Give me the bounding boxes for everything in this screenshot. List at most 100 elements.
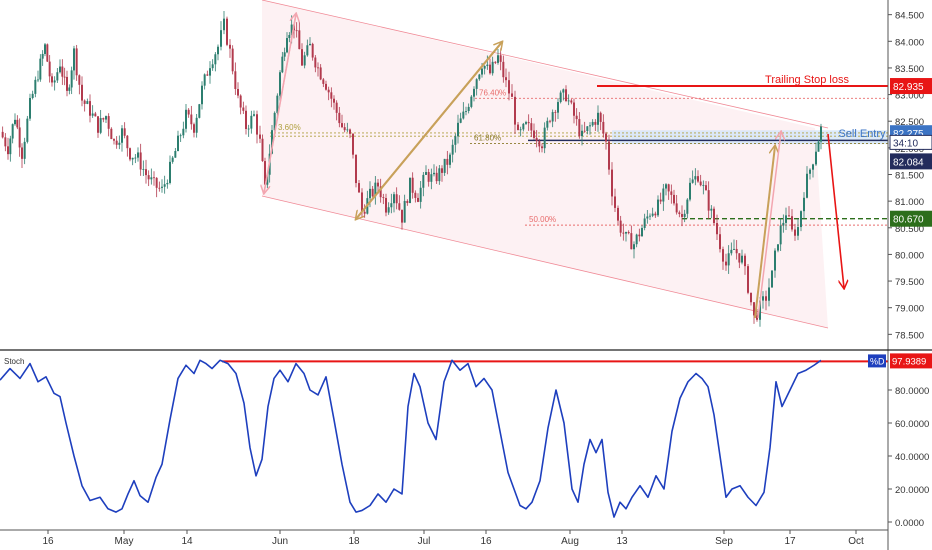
candle-body [435,172,438,182]
countdown-box: 34:10 [889,134,932,150]
candle-body [110,128,113,140]
candle-body [113,139,115,141]
price-label-bg [890,210,932,227]
candle-body [261,138,264,162]
candle-body [283,52,286,57]
candle-body [279,72,281,96]
candle-body [195,117,198,133]
price-axis-tick-label: 84.000 [895,37,924,48]
price-pane[interactable]: 76.40% 3.60% 61.80% 50.00% Trailing Stop los… [1,0,888,329]
candle-body [570,100,573,103]
candle-body [594,121,597,125]
candle-body [306,45,309,56]
candle-body [214,54,217,65]
candle-body [48,61,51,77]
countdown-bg [889,134,932,150]
candle-body [417,197,419,202]
candle-body [41,53,44,59]
candle-body [266,174,269,185]
candle-body [459,118,462,123]
stoch-d-bg [868,354,886,368]
candle-body [190,114,193,125]
candle-body [123,128,126,136]
candle-body [730,249,733,254]
candle-body [61,66,64,77]
stochastic-pane[interactable]: Stoch [0,357,888,518]
candle-body [46,44,49,62]
candle-body [812,164,814,170]
candle-body [406,200,409,204]
candle-body [209,68,211,76]
price-label-bg [890,153,932,170]
candle-body [115,140,118,145]
candle-body [39,58,42,80]
candle-body [678,212,681,215]
stoch-value-box: 97.9389 [890,353,932,369]
candle-body [314,57,317,68]
candle-body [614,196,616,208]
candle-body [409,177,411,204]
fib-level-label: 3.60% [278,123,301,132]
time-axis-tick-label: Oct [848,536,864,547]
candle-body [51,76,53,83]
candle-body [583,130,586,132]
candle-body [554,112,557,113]
candle-body [565,89,567,102]
candle-body [525,122,527,124]
stoch-title: Stoch [4,357,24,366]
candle-body [150,177,153,180]
candle-body [346,129,349,131]
candle-body [361,192,363,212]
candle-body [462,111,465,119]
trailing-stop-label: Trailing Stop loss [765,74,849,86]
candle-body [481,68,483,75]
candle-body [18,127,21,148]
candle-body [619,220,622,233]
candle-body [99,118,102,133]
candle-body [26,118,29,142]
candle-body [777,244,779,251]
candle-body [494,61,497,63]
price-axis-tick-label: 79.500 [895,277,924,288]
fib-level-label: 61.80% [474,134,501,143]
candle-body [608,141,610,170]
candle-body [641,227,643,237]
price-label-bg [890,78,932,95]
candle-body [239,95,242,108]
candle-body [311,43,314,58]
candle-body [395,194,398,204]
candle-body [427,172,430,182]
channel-arrow-down [264,13,297,193]
candle-body [34,79,37,94]
candle-body [806,173,808,198]
candle-body [226,18,228,45]
candle-body [502,61,505,78]
candle-body [53,80,56,83]
candle-body [229,44,231,49]
candle-body [809,169,811,174]
candle-body [691,179,694,183]
candle-body [697,176,699,182]
candle-body [538,140,541,147]
candle-body [379,186,382,198]
candle-body [121,128,123,143]
candle-body [203,74,206,86]
candle-body [343,127,346,131]
candle-body [250,115,253,129]
candle-body [206,74,209,76]
candle-body [171,157,174,162]
candle-body [794,229,796,236]
candle-body [681,214,683,217]
candle-body [288,35,291,39]
time-axis-tick-label: May [115,536,134,547]
candle-body [177,135,179,151]
candle-body [733,248,735,250]
candle-body [290,24,293,36]
candle-body [630,233,633,250]
candle-body [142,169,145,170]
candle-body [438,168,441,182]
candle-body [625,231,627,234]
candle-body [517,124,519,130]
time-axis-tick-label: 18 [348,536,360,547]
candle-body [317,67,319,69]
